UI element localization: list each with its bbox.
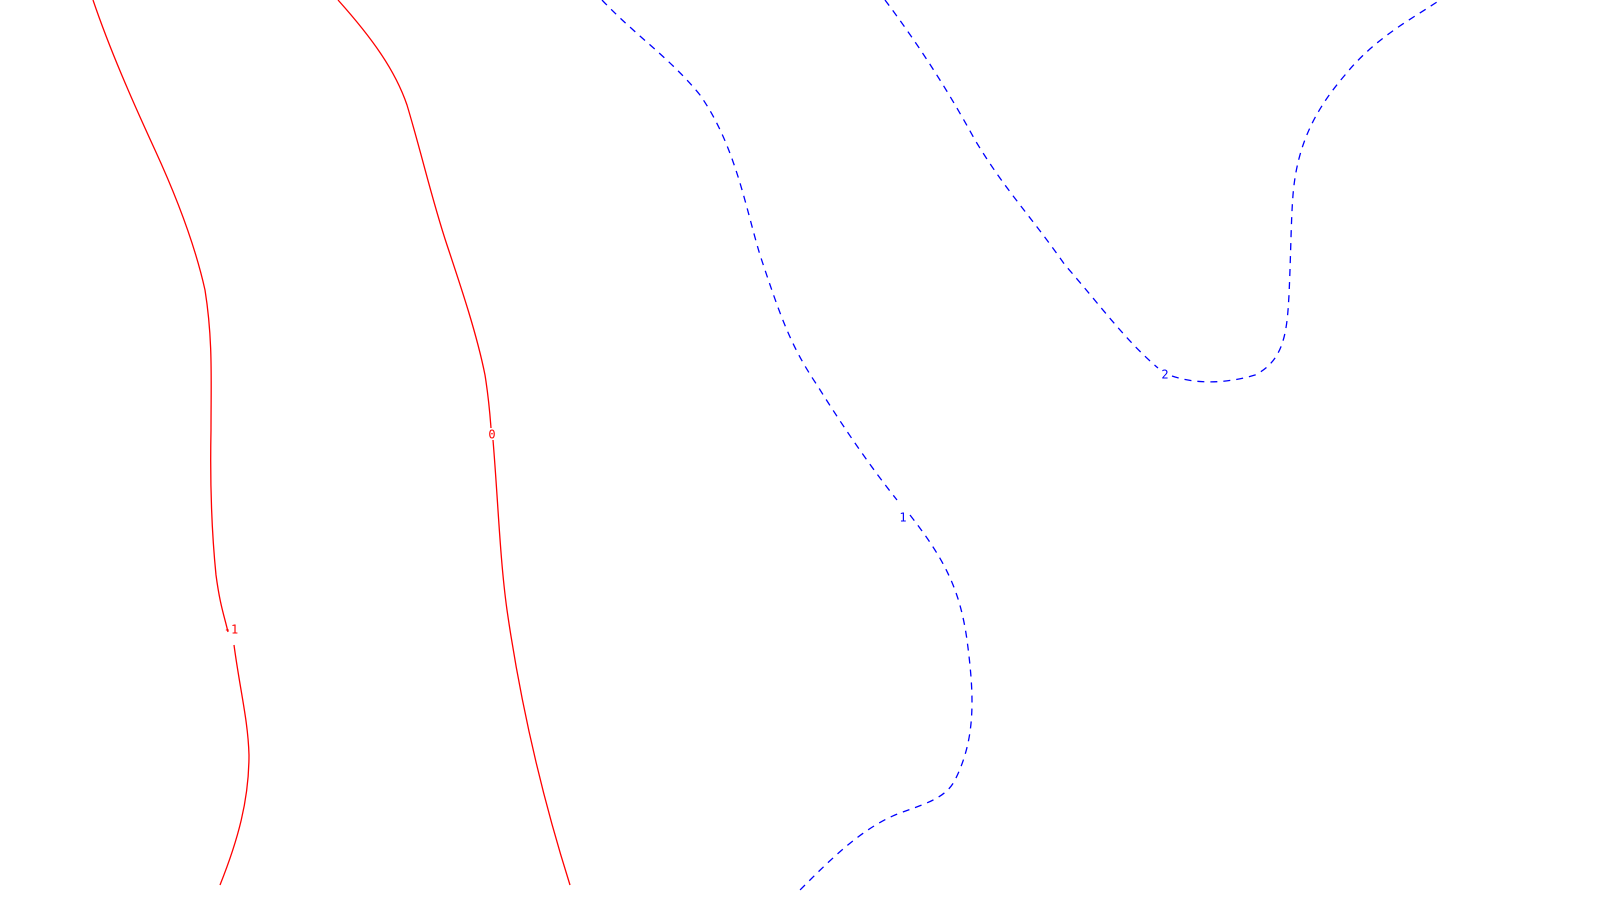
- contour-line-minus-1-lower: [219, 644, 250, 886]
- contour-label-0: 0: [488, 428, 495, 442]
- contour-line-0: [337, 0, 492, 429]
- contour-label-minus-1: -1: [224, 623, 238, 637]
- contour-label-2: 2: [1161, 368, 1168, 382]
- contour-line-1-lower: [799, 514, 973, 891]
- contour-label-1: 1: [899, 511, 906, 525]
- contour-line-2-right: [1171, 0, 1441, 383]
- contour-line-2: [884, 0, 1159, 369]
- contour-line-minus-1: [92, 0, 229, 633]
- contour-line-0-lower: [492, 439, 571, 886]
